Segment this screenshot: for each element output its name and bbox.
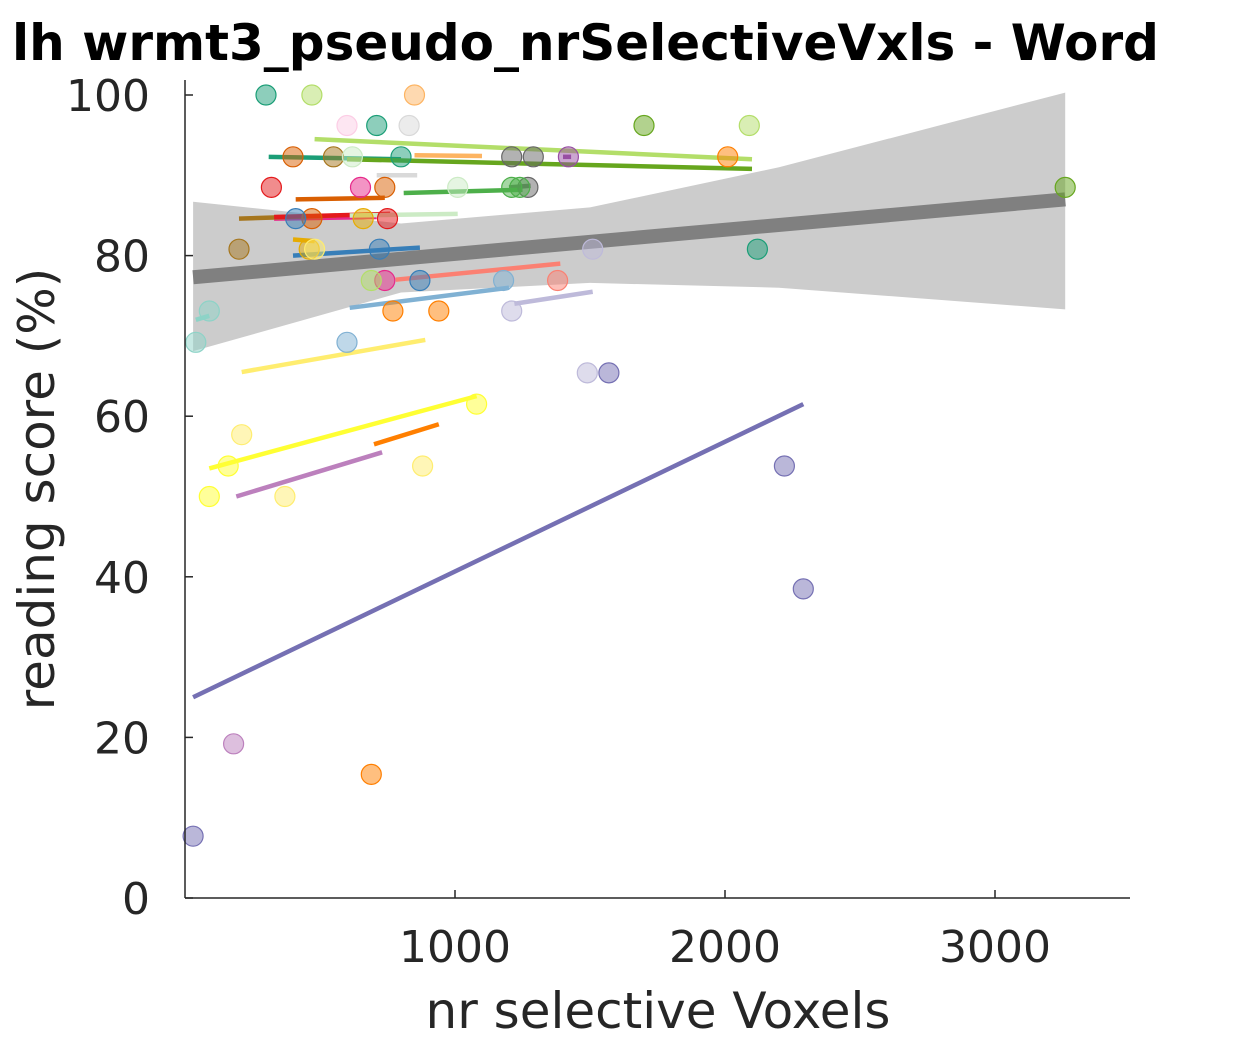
series-16-fit-line [514, 289, 594, 307]
y-tick-label: 40 [94, 553, 150, 604]
series-18-point-2 [412, 455, 434, 477]
series-2-point-1 [282, 146, 304, 168]
series-17-point-1 [185, 331, 207, 353]
y-tick-label: 60 [94, 392, 150, 443]
series-1-point-4 [746, 238, 769, 260]
series-22-point-1 [182, 825, 204, 847]
series-4-point-1 [633, 114, 655, 137]
series-16-point-2 [576, 362, 598, 384]
series-25-point-1 [403, 84, 426, 106]
series-13-point-1 [198, 485, 220, 508]
series-15-point-1 [336, 331, 358, 353]
series-1-point-2 [366, 114, 388, 137]
series-7-point-2 [522, 146, 544, 168]
series-13-point-2 [217, 455, 239, 477]
series-15-point-2 [493, 269, 515, 292]
series-13-point-3 [466, 393, 488, 415]
series-20-point-1 [223, 733, 245, 755]
series-25-fit-line [414, 152, 483, 159]
confidence-band [193, 92, 1066, 352]
series-12-point-3 [428, 300, 450, 322]
series-22-fit-line [192, 402, 805, 700]
x-tick-label: 1000 [399, 922, 511, 973]
series-20-fit-line [235, 450, 383, 499]
series-12-point-2 [382, 300, 404, 322]
series-22-point-2 [598, 362, 620, 384]
series-12-point-1 [360, 763, 382, 785]
series-1-point-1 [255, 84, 277, 106]
series-6-point-1 [228, 238, 250, 260]
series-19-point-2 [738, 114, 760, 137]
series-7-point-1 [501, 146, 523, 168]
series-18-point-3 [304, 238, 326, 260]
series-22-point-3 [773, 455, 796, 477]
series-2-fit-line [295, 195, 385, 202]
series-16-point-1 [501, 300, 523, 322]
series-13-fit-line [208, 393, 478, 471]
series-11-point-1 [557, 146, 580, 168]
series-21-point-1 [274, 485, 296, 508]
series-5-point-2 [352, 208, 374, 230]
chart-title: lh wrmt3_pseudo_nrSelectiveVxls - Word [12, 14, 1159, 72]
y-tick-label: 0 [122, 874, 150, 925]
series-8-point-1 [260, 176, 282, 198]
series-8-point-2 [376, 208, 399, 230]
series-18-point-1 [231, 424, 253, 446]
y-tick-label: 20 [94, 713, 150, 764]
series-22-point-4 [792, 578, 814, 600]
series-19-point-1 [301, 84, 323, 106]
series-18-fit-line [241, 337, 426, 375]
y-axis-label: reading score (%) [8, 268, 66, 711]
series-12-point-4 [717, 146, 739, 168]
series-2-point-3 [374, 176, 396, 198]
x-axis-label: nr selective Voxels [426, 982, 891, 1040]
series-1-point-3 [390, 146, 412, 168]
series-15-fit-line [349, 285, 510, 311]
series-6-point-2 [322, 146, 345, 168]
series-23-point-1 [336, 114, 358, 137]
group-fit-line [192, 192, 1066, 285]
series-4-point-2 [1054, 176, 1076, 198]
y-tick-label: 80 [94, 232, 150, 283]
x-tick-label: 2000 [669, 922, 781, 973]
series-12-fit-line [373, 422, 440, 447]
series-24-point-1 [447, 176, 469, 198]
x-tick-label: 3000 [939, 922, 1051, 973]
plot-area [182, 84, 1076, 847]
y-tick-label: 100 [66, 71, 150, 122]
series-16-point-3 [582, 238, 604, 260]
series-17-point-2 [198, 300, 220, 322]
series-10-point-2 [509, 176, 531, 198]
series-9-point-1 [368, 238, 390, 260]
series-3-point-1 [349, 176, 372, 198]
series-14-point-1 [546, 269, 569, 292]
series-26-point-1 [398, 114, 420, 137]
series-19-point-3 [360, 269, 382, 292]
series-4-fit-line [346, 156, 753, 172]
series-24-point-2 [341, 146, 363, 168]
axis-ticks: 1000 2000 3000 0 20 40 60 80 100 [66, 71, 1051, 973]
series-9-point-2 [409, 269, 431, 292]
series-9-point-3 [285, 208, 307, 230]
